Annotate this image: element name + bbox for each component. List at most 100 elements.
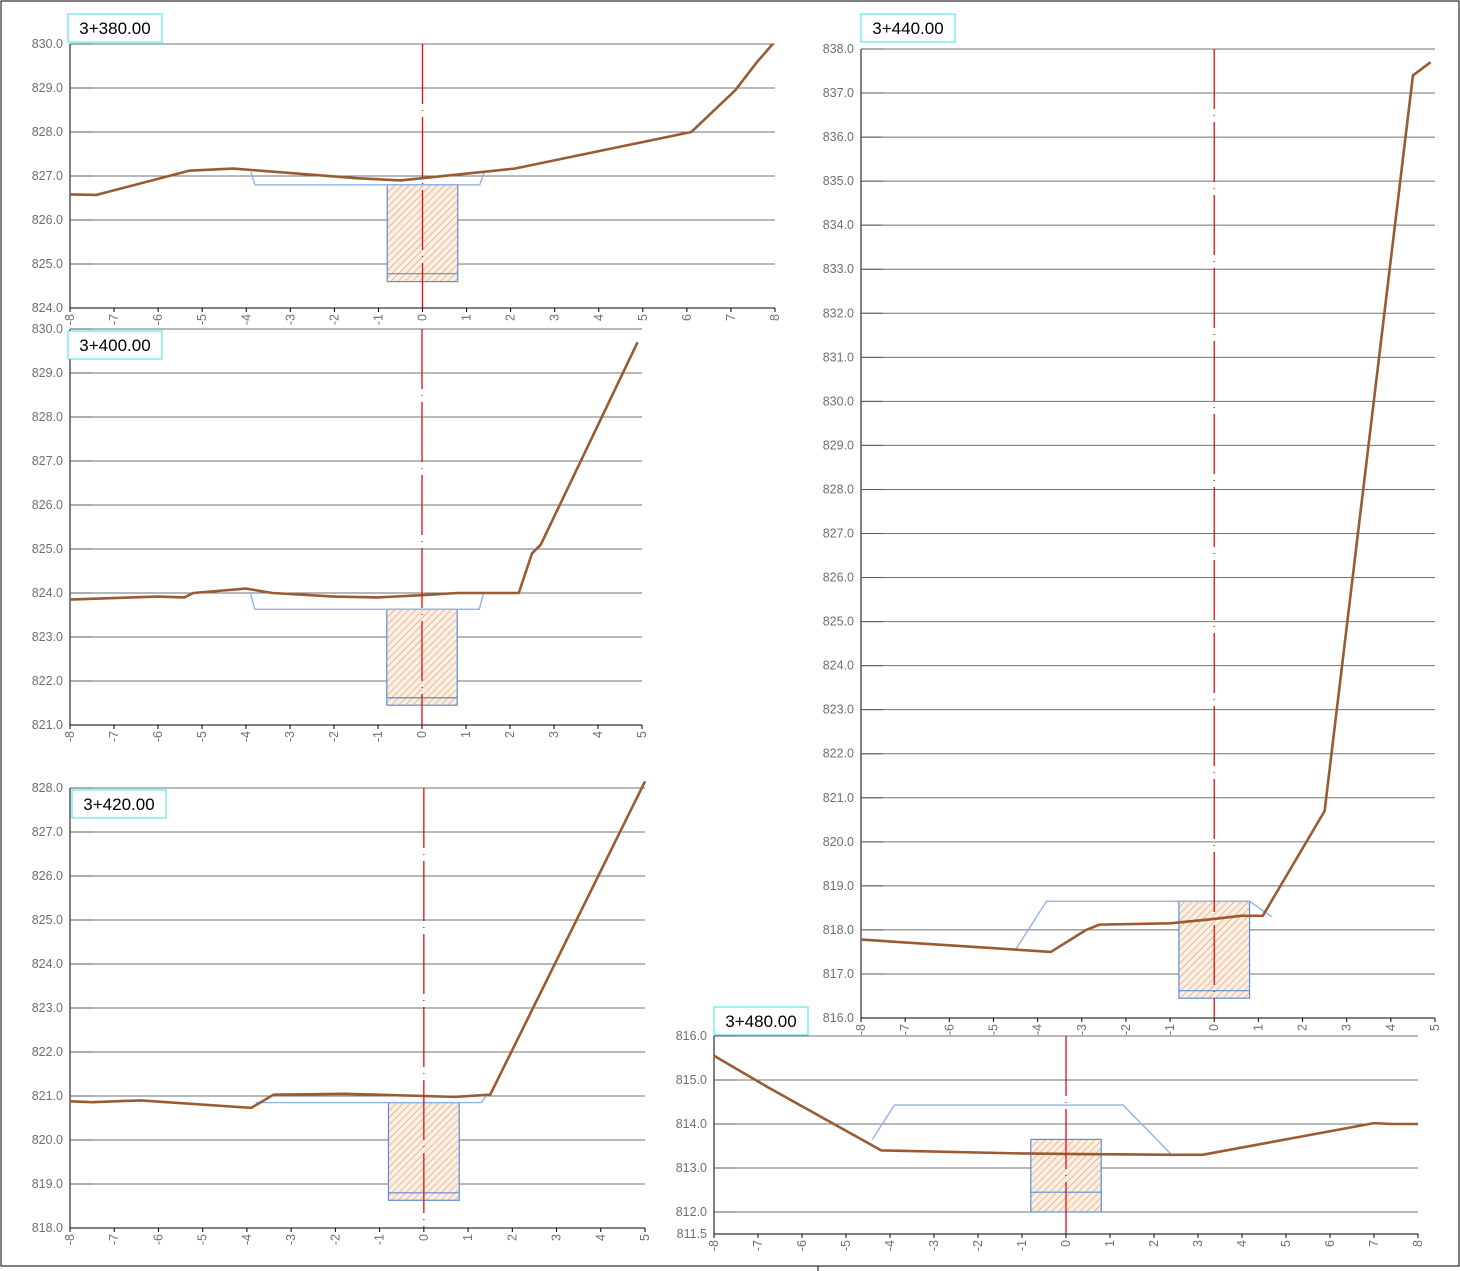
x-tick-label: 3: [1340, 1024, 1354, 1031]
x-tick-label: -3: [283, 731, 297, 742]
x-tick-label: -8: [707, 1240, 721, 1251]
x-tick-label: 1: [460, 314, 474, 321]
station-label: 3+420.00: [83, 795, 154, 814]
x-tick-label: -2: [327, 314, 341, 325]
y-tick-label: 826.0: [32, 498, 63, 512]
x-tick-label: 0: [415, 731, 429, 738]
y-tick-label: 827.0: [823, 527, 854, 541]
y-tick-label: 813.0: [676, 1161, 707, 1175]
x-tick-label: 4: [591, 731, 605, 738]
y-tick-label: 826.0: [32, 869, 63, 883]
x-tick-label: -5: [195, 731, 209, 742]
y-tick-label: 827.0: [32, 169, 63, 183]
y-tick-label: 831.0: [823, 350, 854, 364]
x-tick-label: -8: [63, 1234, 77, 1245]
y-tick-label: 811.5: [677, 1227, 707, 1241]
x-tick-label: 2: [505, 1234, 519, 1241]
x-tick-label: -1: [1163, 1024, 1177, 1035]
y-tick-label: 821.0: [32, 1089, 63, 1103]
x-tick-label: -3: [927, 1240, 941, 1251]
x-tick-label: -7: [751, 1240, 765, 1251]
y-tick-label: 827.0: [32, 825, 63, 839]
x-tick-label: 3: [1191, 1240, 1205, 1247]
x-tick-label: 4: [594, 1234, 608, 1241]
x-tick-label: 6: [1323, 1240, 1337, 1247]
x-tick-label: -6: [151, 1234, 165, 1245]
x-tick-label: -7: [107, 1234, 121, 1245]
station-label-box: [67, 13, 163, 43]
x-tick-label: -2: [328, 1234, 342, 1245]
y-tick-label: 822.0: [32, 674, 63, 688]
section-s3400: 830.0 829.0 828.0 827.0 826.0 825.0 824.0 823.0…: [32, 322, 649, 742]
y-tick-label: 828.0: [32, 410, 63, 424]
y-tick-label: 826.0: [823, 571, 854, 585]
ground-profile: [69, 780, 647, 1110]
trench-template: [1014, 900, 1273, 951]
x-tick-label: 0: [1207, 1024, 1221, 1031]
x-tick-label: 5: [636, 314, 650, 321]
y-tick-label: 825.0: [32, 257, 63, 271]
y-tick-label: 822.0: [823, 747, 854, 761]
trench-template: [249, 592, 485, 610]
x-tick-label: -6: [942, 1024, 956, 1035]
x-tick-label: -1: [371, 731, 385, 742]
x-tick-label: -7: [107, 314, 121, 325]
ground-profile: [69, 43, 774, 197]
x-tick-label: 2: [1296, 1024, 1310, 1031]
x-tick-label: 1: [1251, 1024, 1265, 1031]
x-tick-label: -8: [63, 731, 77, 742]
y-tick-label: 833.0: [823, 262, 854, 276]
y-tick-label: 816.0: [676, 1029, 707, 1043]
x-tick-label: 7: [724, 314, 738, 321]
y-tick-label: 815.0: [676, 1073, 707, 1087]
y-tick-label: 814.0: [676, 1117, 707, 1131]
y-tick-label: 830.0: [32, 37, 63, 51]
x-tick-label: -6: [151, 731, 165, 742]
x-tick-label: 4: [1235, 1240, 1249, 1247]
x-tick-label: -4: [239, 731, 253, 742]
x-tick-label: 5: [638, 1234, 652, 1241]
y-tick-label: 825.0: [32, 913, 63, 927]
y-tick-label: 812.0: [676, 1205, 707, 1219]
y-tick-label: 816.0: [823, 1011, 854, 1025]
ground-profile: [860, 61, 1432, 954]
x-tick-label: -6: [151, 314, 165, 325]
x-tick-label: 7: [1367, 1240, 1381, 1247]
x-tick-label: 0: [417, 1234, 431, 1241]
x-tick-label: -3: [284, 1234, 298, 1245]
x-tick-label: 3: [547, 731, 561, 738]
y-tick-label: 826.0: [32, 213, 63, 227]
x-tick-label: -2: [1119, 1024, 1133, 1035]
station-label: 3+480.00: [725, 1012, 796, 1031]
y-tick-label: 821.0: [32, 718, 63, 732]
station-label: 3+400.00: [79, 336, 150, 355]
x-tick-label: -4: [240, 1234, 254, 1245]
y-tick-label: 838.0: [823, 42, 854, 56]
section-s3420: 828.0 827.0 826.0 825.0 824.0 823.0 822.0 821.0…: [32, 780, 652, 1245]
x-tick-label: 6: [680, 314, 694, 321]
x-tick-label: -2: [971, 1240, 985, 1251]
y-tick-label: 827.0: [32, 454, 63, 468]
x-tick-label: 5: [1279, 1240, 1293, 1247]
trench-template: [871, 1104, 1173, 1156]
y-tick-label: 822.0: [32, 1045, 63, 1059]
x-tick-label: -4: [1031, 1024, 1045, 1035]
y-tick-label: 823.0: [823, 703, 854, 717]
x-tick-label: -7: [107, 731, 121, 742]
y-tick-label: 834.0: [823, 218, 854, 232]
trench-template: [249, 171, 485, 186]
y-tick-label: 829.0: [823, 438, 854, 452]
x-tick-label: -5: [195, 314, 209, 325]
x-tick-label: 4: [592, 314, 606, 321]
x-tick-label: 8: [1411, 1240, 1425, 1247]
x-tick-label: -4: [239, 314, 253, 325]
y-tick-label: 824.0: [32, 957, 63, 971]
y-tick-label: 824.0: [32, 586, 63, 600]
y-tick-label: 819.0: [32, 1177, 63, 1191]
station-label-box: [71, 789, 167, 819]
x-tick-label: 1: [459, 731, 473, 738]
x-tick-label: 2: [1147, 1240, 1161, 1247]
station-label: 3+440.00: [872, 19, 943, 38]
